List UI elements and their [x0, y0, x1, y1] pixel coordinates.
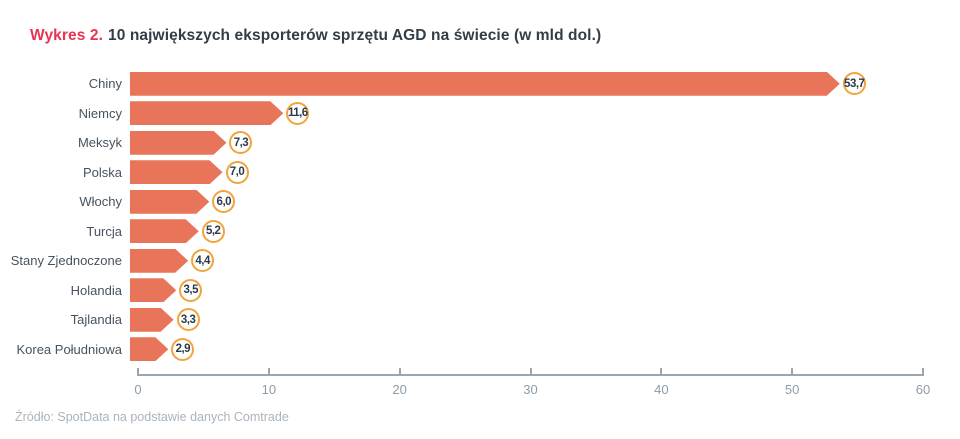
- axis-tick-mark: [791, 368, 794, 376]
- axis-tick-label: 0: [134, 382, 142, 397]
- axis-tick-label: 30: [523, 382, 538, 397]
- category-label: Turcja: [86, 223, 122, 239]
- category-label: Włochy: [79, 194, 122, 210]
- category-label: Stany Zjednoczone: [10, 253, 122, 269]
- source-note: Źródło: SpotData na podstawie danych Com…: [15, 410, 289, 424]
- chart-row: Tajlandia 3,3: [0, 305, 923, 335]
- chart-row: Chiny 53,7: [0, 69, 923, 99]
- bar: [130, 190, 209, 214]
- axis-tick-label: 60: [915, 382, 931, 397]
- chart-rows: Chiny 53,7 Niemcy 11,6 Meksyk 7,3 Polska: [0, 69, 923, 364]
- axis-tick-mark: [398, 368, 401, 376]
- bar-track: 3,5: [130, 278, 923, 302]
- value-badge: 2,9: [171, 337, 195, 361]
- axis-tick-mark: [137, 368, 139, 376]
- chart-row: Stany Zjednoczone 4,4: [0, 246, 923, 276]
- x-axis: 0 10 20 30 40 50 60: [0, 366, 960, 400]
- bar-track: 7,0: [130, 160, 923, 184]
- bar: [130, 249, 188, 273]
- value-badge: 7,3: [229, 131, 253, 155]
- value-badge: 4,4: [191, 249, 215, 273]
- bar-track: 3,3: [130, 308, 923, 332]
- chart-row: Holandia 3,5: [0, 276, 923, 306]
- chart-row: Polska 7,0: [0, 158, 923, 188]
- category-label: Tajlandia: [70, 312, 122, 328]
- chart-title-text: 10 największych eksporterów sprzętu AGD …: [108, 27, 602, 44]
- value-badge: 7,0: [225, 160, 249, 184]
- value-badge: 11,6: [286, 101, 310, 125]
- axis-track: 0 10 20 30 40 50 60: [134, 366, 930, 400]
- value-badge: 5,2: [201, 219, 225, 243]
- bar: [130, 308, 174, 332]
- value-badge: 53,7: [842, 72, 866, 96]
- bar-chart: Chiny 53,7 Niemcy 11,6 Meksyk 7,3 Polska: [0, 69, 960, 364]
- category-label: Holandia: [70, 282, 122, 298]
- bar: [130, 72, 840, 96]
- chart-row: Meksyk 7,3: [0, 128, 923, 158]
- axis-tick-label: 50: [784, 382, 800, 397]
- chart-row: Włochy 6,0: [0, 187, 923, 217]
- category-label: Niemcy: [78, 105, 122, 121]
- bar: [130, 219, 199, 243]
- chart-row: Korea Południowa 2,9: [0, 335, 923, 365]
- bar-track: 11,6: [130, 101, 923, 125]
- bar: [130, 160, 223, 184]
- bar-track: 6,0: [130, 190, 923, 214]
- bar: [130, 101, 283, 125]
- chart-title: Wykres 2. 10 największych eksporterów spr…: [0, 0, 960, 45]
- bar-track: 53,7: [130, 72, 923, 96]
- bar: [130, 131, 226, 155]
- axis-spacer: [0, 366, 138, 400]
- axis-tick-mark: [267, 368, 270, 376]
- bar: [130, 337, 168, 361]
- category-label: Chiny: [88, 76, 122, 92]
- chart-row: Turcja 5,2: [0, 217, 923, 247]
- chart-row: Niemcy 11,6: [0, 99, 923, 129]
- axis-tick-mark: [529, 368, 532, 376]
- axis-tick-label: 20: [392, 382, 407, 397]
- value-badge: 6,0: [212, 190, 236, 214]
- category-label: Korea Południowa: [16, 341, 122, 357]
- axis-tick-label: 40: [654, 382, 669, 397]
- category-label: Polska: [82, 164, 122, 180]
- bar-track: 7,3: [130, 131, 923, 155]
- bar: [130, 278, 176, 302]
- bar-track: 2,9: [130, 337, 923, 361]
- value-badge: 3,3: [176, 308, 200, 332]
- bar-track: 5,2: [130, 219, 923, 243]
- axis-tick-mark: [660, 368, 663, 376]
- bar-track: 4,4: [130, 249, 923, 273]
- value-badge: 3,5: [179, 278, 203, 302]
- category-label: Meksyk: [77, 135, 122, 151]
- axis-tick-mark: [922, 368, 924, 376]
- chart-title-prefix: Wykres 2.: [30, 27, 103, 44]
- axis-tick-label: 10: [261, 382, 277, 397]
